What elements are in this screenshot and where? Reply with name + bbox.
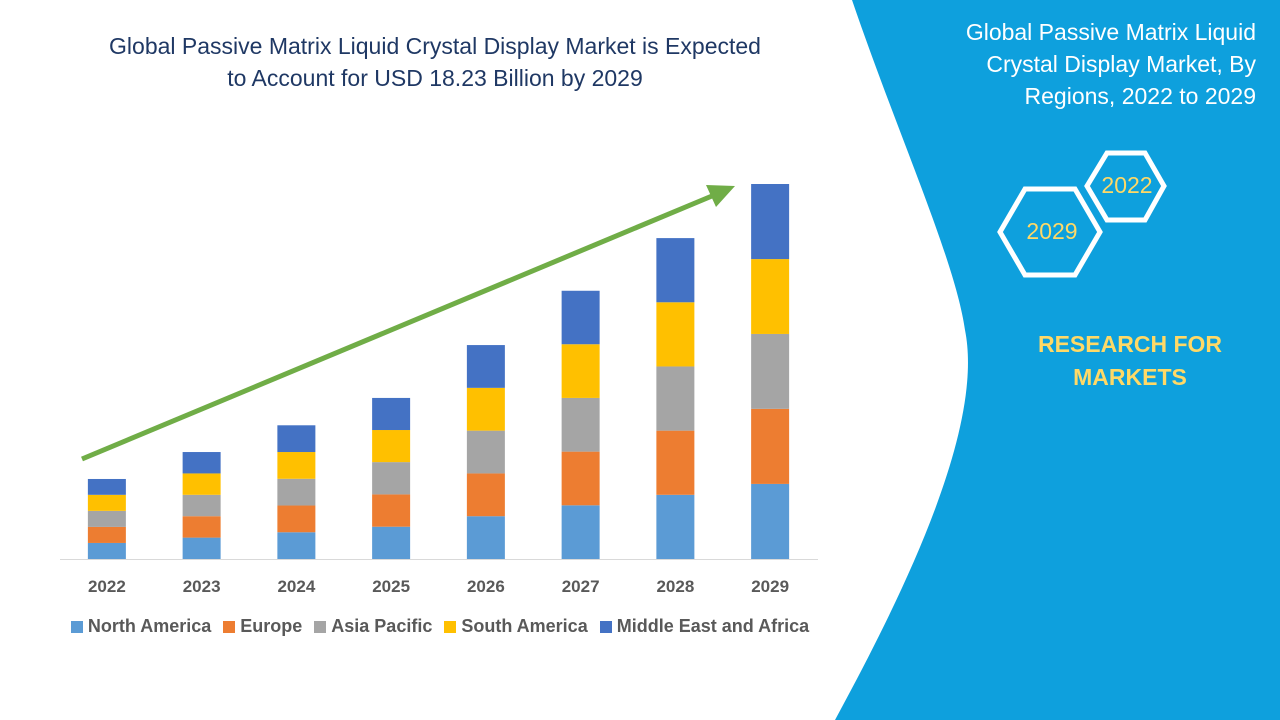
trend-arrow-line (81, 193, 713, 462)
legend-item: South America (444, 616, 588, 637)
bar-segment-2022-3 (87, 494, 126, 511)
bar-segment-2029-2 (751, 333, 790, 409)
bar-segment-2023-1 (182, 516, 221, 538)
bar-segment-2026-1 (466, 473, 505, 517)
bar-segment-2026-3 (466, 387, 505, 431)
x-tick-label: 2028 (656, 577, 694, 596)
bar-segment-2027-3 (561, 344, 600, 398)
x-tick-label: 2027 (562, 577, 600, 596)
chart-legend: North America Europe Asia Pacific South Ame… (60, 616, 820, 637)
bar-segment-2025-3 (372, 430, 411, 463)
legend-swatch (314, 620, 327, 633)
bar-segment-2028-1 (656, 430, 695, 495)
side-title-line-2: Crystal Display Market, By (986, 51, 1256, 77)
hex-label-2029: 2029 (1026, 218, 1078, 244)
bar-segment-2023-0 (182, 537, 221, 559)
bar-segment-2023-4 (182, 452, 221, 474)
bar-segment-2024-3 (277, 452, 316, 479)
bar-segment-2025-0 (372, 526, 411, 559)
bar-segment-2026-4 (466, 345, 505, 388)
side-panel-title: Global Passive Matrix Liquid Crystal Dis… (916, 16, 1256, 112)
hex-label-2022: 2022 (1101, 172, 1153, 198)
chart-title: Global Passive Matrix Liquid Crystal Dis… (60, 30, 810, 94)
x-tick-label: 2022 (88, 577, 126, 596)
bar-segment-2022-2 (87, 510, 126, 527)
x-tick-label: 2024 (277, 577, 315, 596)
bar-segment-2025-2 (372, 462, 411, 495)
legend-label: Europe (240, 616, 303, 636)
legend-item: Middle East and Africa (599, 616, 810, 637)
legend-label: Asia Pacific (331, 616, 433, 636)
bar-segment-2023-2 (182, 494, 221, 517)
bar-segment-2024-1 (277, 505, 316, 533)
brand-text: RESEARCH FOR MARKETS (1010, 328, 1250, 394)
legend-item: North America (70, 616, 212, 637)
trend-arrow-head-icon (706, 185, 735, 207)
bar-segment-2029-4 (751, 184, 790, 260)
bar-segment-2026-0 (466, 516, 505, 559)
bar-segment-2028-3 (656, 302, 695, 367)
title-line-2: to Account for USD 18.23 Billion by 2029 (227, 65, 643, 91)
bar-segment-2022-1 (87, 526, 126, 543)
side-title-line-3: Regions, 2022 to 2029 (1024, 83, 1256, 109)
bar-segment-2025-4 (372, 397, 411, 431)
stacked-bar-chart: 2022 2023 2024 2025 2026 2027 2028 2029 (60, 184, 818, 596)
bar-segment-2026-2 (466, 430, 505, 474)
bar-segment-2029-0 (751, 483, 790, 559)
bar-segment-2024-0 (277, 532, 316, 559)
legend-item: Asia Pacific (314, 616, 432, 637)
bar-segment-2024-2 (277, 478, 316, 506)
side-title-line-1: Global Passive Matrix Liquid (965, 19, 1256, 45)
hexagon-2022-icon (1084, 150, 1167, 223)
bar-segment-2029-3 (751, 259, 790, 334)
brand-line-2: MARKETS (1073, 364, 1187, 390)
bar-segment-2028-2 (656, 366, 695, 431)
title-line-1: Global Passive Matrix Liquid Crystal Dis… (109, 33, 761, 59)
legend-swatch (444, 620, 457, 633)
bar-segment-2027-2 (561, 397, 600, 452)
bar-segment-2022-4 (87, 478, 126, 495)
bar-segment-2027-4 (561, 290, 600, 345)
legend-item: Europe (223, 616, 302, 637)
hexagon-2029-icon (997, 186, 1103, 278)
legend-swatch (223, 620, 236, 633)
bar-segment-2025-1 (372, 494, 411, 527)
x-tick-label: 2025 (372, 577, 410, 596)
x-tick-label: 2029 (751, 577, 789, 596)
bar-segment-2027-0 (561, 505, 600, 559)
x-tick-label: 2023 (183, 577, 221, 596)
bar-segment-2029-1 (751, 408, 790, 484)
brand-line-1: RESEARCH FOR (1037, 331, 1222, 357)
bar-segment-2028-4 (656, 238, 695, 303)
legend-swatch (599, 620, 612, 633)
bar-segment-2023-3 (182, 473, 221, 495)
bar-segment-2027-1 (561, 451, 600, 506)
legend-label: South America (461, 616, 588, 636)
bar-segment-2024-4 (277, 425, 316, 453)
legend-label: North America (87, 616, 212, 636)
bar-segment-2022-0 (87, 542, 126, 559)
x-tick-label: 2026 (467, 577, 505, 596)
legend-swatch (70, 620, 83, 633)
legend-label: Middle East and Africa (616, 616, 810, 636)
bar-segment-2028-0 (656, 494, 695, 559)
